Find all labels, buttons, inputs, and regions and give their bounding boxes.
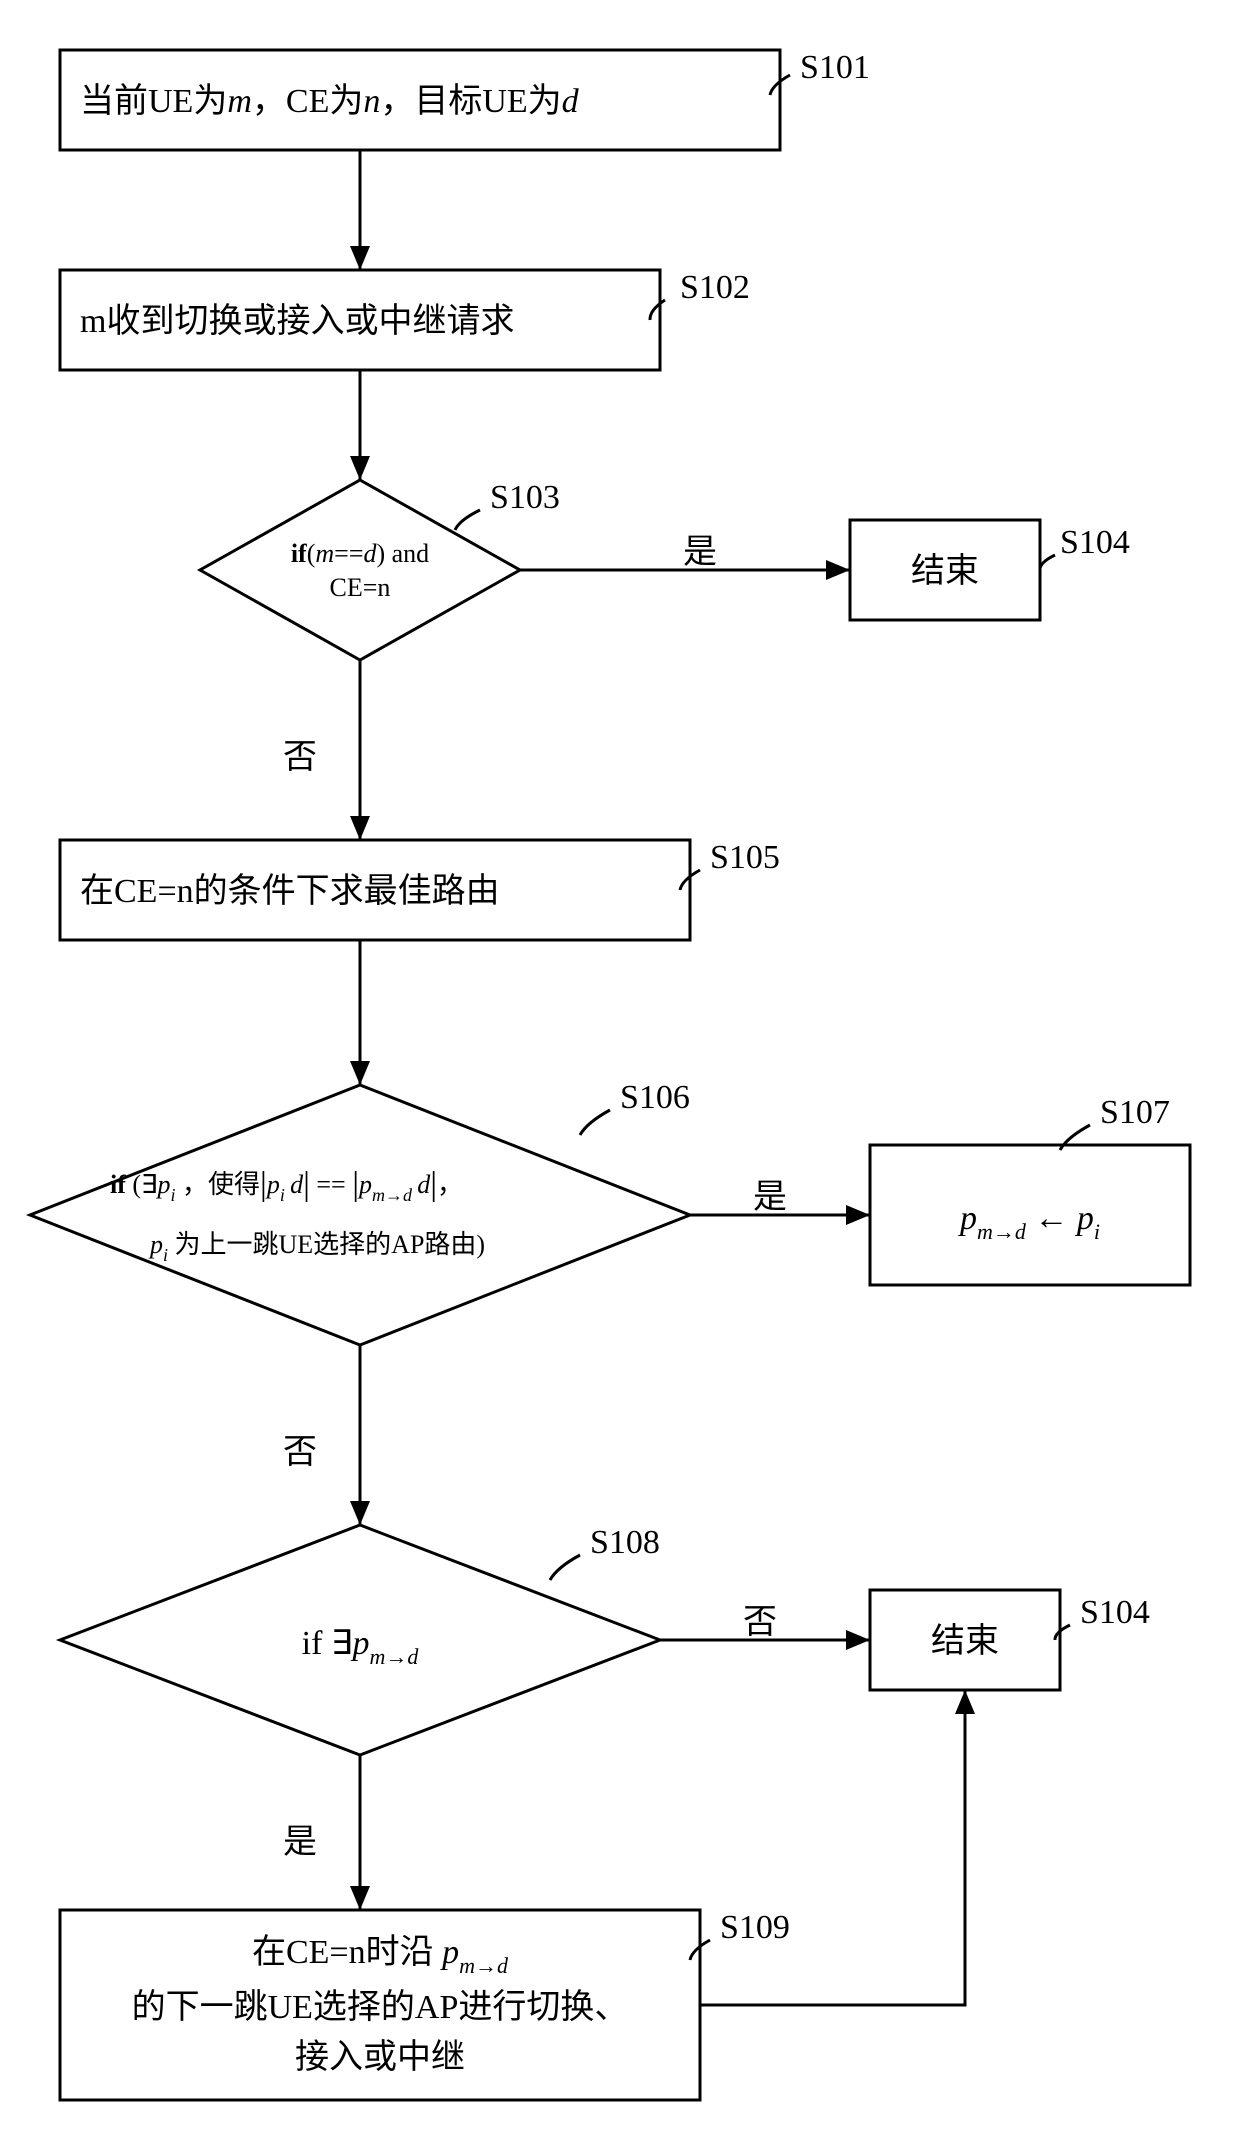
step-label-s105: S105 [710, 839, 780, 876]
svg-text:否: 否 [283, 1434, 317, 1471]
step-label-s101: S101 [800, 49, 870, 86]
step-label-s109: S109 [720, 1909, 790, 1946]
svg-text:否: 否 [283, 739, 317, 776]
svg-text:否: 否 [743, 1604, 777, 1641]
step-label-s108: S108 [590, 1524, 660, 1561]
svg-text:接入或中继: 接入或中继 [295, 2038, 465, 2076]
svg-text:if(m==d) and: if(m==d) and [291, 539, 429, 568]
step-label-s104a: S104 [1060, 524, 1130, 561]
svg-text:结束: 结束 [931, 1622, 999, 1660]
svg-text:CE=n: CE=n [330, 573, 391, 602]
svg-text:的下一跳UE选择的AP进行切换、: 的下一跳UE选择的AP进行切换、 [132, 1988, 629, 2026]
step-label-s103: S103 [490, 479, 560, 516]
svg-text:在CE=n的条件下求最佳路由: 在CE=n的条件下求最佳路由 [80, 872, 500, 910]
s102-text: m收到切换或接入或中继请求 [80, 302, 514, 340]
svg-text:是: 是 [753, 1179, 787, 1216]
step-label-s102: S102 [680, 269, 750, 306]
step-label-s107: S107 [1100, 1094, 1170, 1131]
s101-text: 当前UE为m，CE为n，目标UE为d [80, 82, 580, 120]
step-label-s106: S106 [620, 1079, 690, 1116]
svg-text:是: 是 [683, 534, 717, 571]
svg-text:是: 是 [283, 1824, 317, 1861]
step-label-s104b: S104 [1080, 1594, 1150, 1631]
svg-text:结束: 结束 [911, 552, 979, 590]
